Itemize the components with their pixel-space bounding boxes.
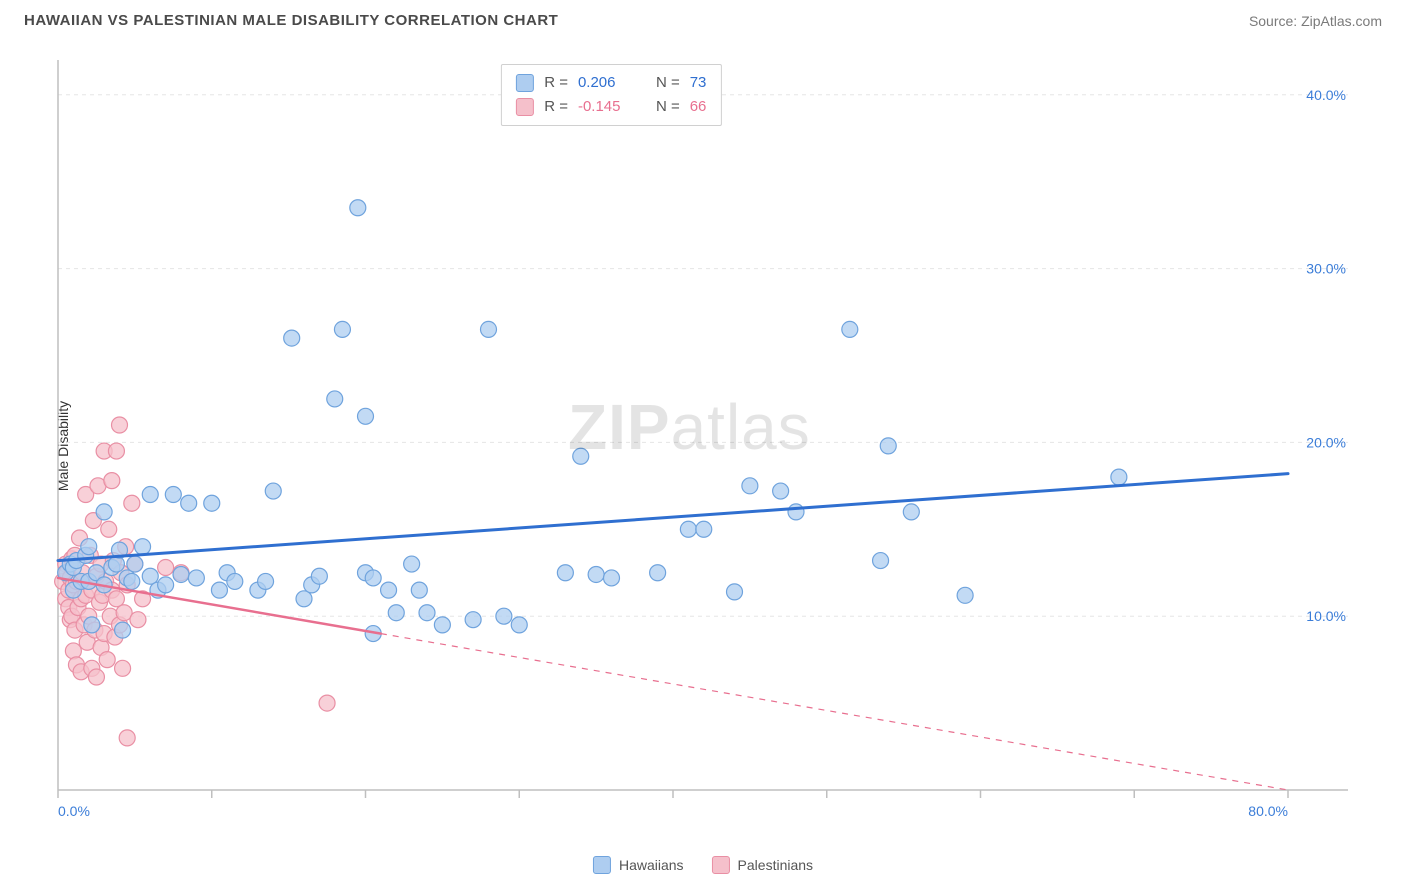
data-point-hawaiians [158,577,174,593]
stat-swatch [516,98,534,116]
data-point-hawaiians [842,321,858,337]
data-point-hawaiians [419,605,435,621]
data-point-hawaiians [265,483,281,499]
data-point-hawaiians [327,391,343,407]
data-point-hawaiians [96,504,112,520]
data-point-hawaiians [350,200,366,216]
data-point-hawaiians [434,617,450,633]
data-point-palestinians [119,730,135,746]
data-point-hawaiians [181,495,197,511]
data-point-hawaiians [604,570,620,586]
data-point-hawaiians [284,330,300,346]
stat-r-label: R = [544,95,568,119]
data-point-hawaiians [680,521,696,537]
stat-r-label: R = [544,71,568,95]
stat-row-hawaiians: R = 0.206 N = 73 [516,71,706,95]
data-point-hawaiians [108,556,124,572]
data-point-hawaiians [465,612,481,628]
y-tick-label: 30.0% [1306,261,1346,277]
scatter-chart: 10.0% 20.0% 30.0% 40.0% 0.0% 80.0% [48,50,1358,830]
data-point-hawaiians [742,478,758,494]
stat-r-value: -0.145 [578,95,638,119]
trendline-hawaiians [58,474,1288,561]
data-point-hawaiians [404,556,420,572]
trendline-extrapolated-palestinians [381,634,1288,790]
data-point-hawaiians [204,495,220,511]
data-point-hawaiians [227,573,243,589]
y-tick-label: 20.0% [1306,434,1346,450]
stat-n-label: N = [656,95,680,119]
chart-area: 10.0%20.0%30.0%40.0%0.0%80.0% ZIPatlas R… [48,50,1358,830]
x-tick-label: 80.0% [1248,803,1288,819]
data-point-hawaiians [388,605,404,621]
data-point-hawaiians [127,556,143,572]
data-point-hawaiians [173,566,189,582]
data-point-hawaiians [588,566,604,582]
data-point-hawaiians [411,582,427,598]
data-point-hawaiians [496,608,512,624]
data-point-hawaiians [365,570,381,586]
data-point-palestinians [65,643,81,659]
data-point-hawaiians [573,448,589,464]
data-point-hawaiians [84,617,100,633]
data-point-palestinians [104,473,120,489]
stat-n-value: 73 [690,71,707,95]
data-point-hawaiians [124,573,140,589]
x-tick-label: 0.0% [58,803,90,819]
correlation-stat-box: R = 0.206 N = 73 R = -0.145 N = 66 [501,64,721,126]
data-point-hawaiians [115,622,131,638]
data-point-palestinians [158,560,174,576]
legend-swatch [712,856,730,874]
bottom-legend: Hawaiians Palestinians [593,856,813,874]
data-point-hawaiians [773,483,789,499]
data-point-palestinians [112,417,128,433]
data-point-hawaiians [727,584,743,600]
data-point-hawaiians [650,565,666,581]
legend-label: Hawaiians [619,857,684,873]
data-point-palestinians [99,652,115,668]
data-point-hawaiians [334,321,350,337]
data-point-hawaiians [696,521,712,537]
stat-r-value: 0.206 [578,71,638,95]
legend-label: Palestinians [738,857,814,873]
data-point-hawaiians [381,582,397,598]
data-point-hawaiians [358,408,374,424]
data-point-hawaiians [903,504,919,520]
stat-n-value: 66 [690,95,707,119]
legend-item-hawaiians: Hawaiians [593,856,684,874]
data-point-hawaiians [481,321,497,337]
data-point-hawaiians [188,570,204,586]
y-tick-label: 10.0% [1306,608,1346,624]
data-point-hawaiians [81,539,97,555]
data-point-hawaiians [880,438,896,454]
data-point-hawaiians [957,587,973,603]
stat-swatch [516,74,534,92]
source-label: Source: ZipAtlas.com [1249,13,1382,29]
data-point-palestinians [124,495,140,511]
legend-swatch [593,856,611,874]
data-point-hawaiians [135,539,151,555]
stat-row-palestinians: R = -0.145 N = 66 [516,95,706,119]
stat-n-label: N = [656,71,680,95]
data-point-palestinians [101,521,117,537]
data-point-palestinians [115,660,131,676]
data-point-palestinians [108,443,124,459]
data-point-hawaiians [557,565,573,581]
y-tick-label: 40.0% [1306,87,1346,103]
chart-title: HAWAIIAN VS PALESTINIAN MALE DISABILITY … [24,12,558,29]
legend-item-palestinians: Palestinians [712,856,814,874]
data-point-hawaiians [511,617,527,633]
data-point-palestinians [130,612,146,628]
data-point-hawaiians [873,553,889,569]
data-point-hawaiians [258,573,274,589]
data-point-hawaiians [1111,469,1127,485]
data-point-palestinians [88,669,104,685]
data-point-hawaiians [142,487,158,503]
data-point-hawaiians [311,568,327,584]
data-point-hawaiians [211,582,227,598]
data-point-palestinians [319,695,335,711]
data-point-hawaiians [165,487,181,503]
data-point-hawaiians [788,504,804,520]
